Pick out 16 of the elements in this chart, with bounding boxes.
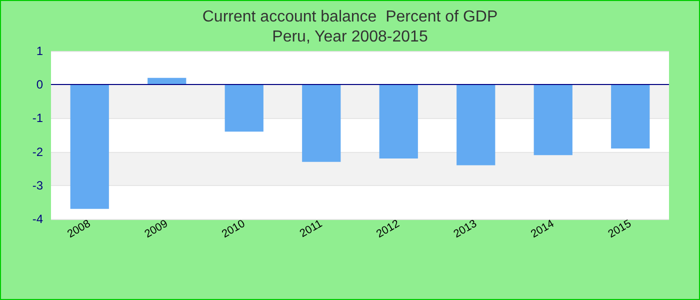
x-tick-label: 2008 [65,218,93,240]
x-tick-label: 2012 [374,218,402,240]
x-tick-label: 2010 [220,218,248,240]
x-tick-label: 2009 [142,218,170,240]
x-tick-label: 2014 [528,218,556,240]
y-tick-label: -2 [32,144,44,159]
chart-subtitle: Peru, Year 2008-2015 [272,28,428,46]
y-tick-label: -4 [32,212,44,226]
x-tick-label: 2013 [452,218,479,240]
chart-title: Current account balance Percent of GDP [202,8,498,26]
y-tick-label: -1 [32,111,44,126]
y-tick-label: 1 [36,44,44,58]
x-tick-label: 2015 [606,218,634,240]
y-tick-label: -3 [32,178,44,192]
x-tick-label: 2011 [298,218,324,240]
y-tick-label: 0 [36,78,44,92]
